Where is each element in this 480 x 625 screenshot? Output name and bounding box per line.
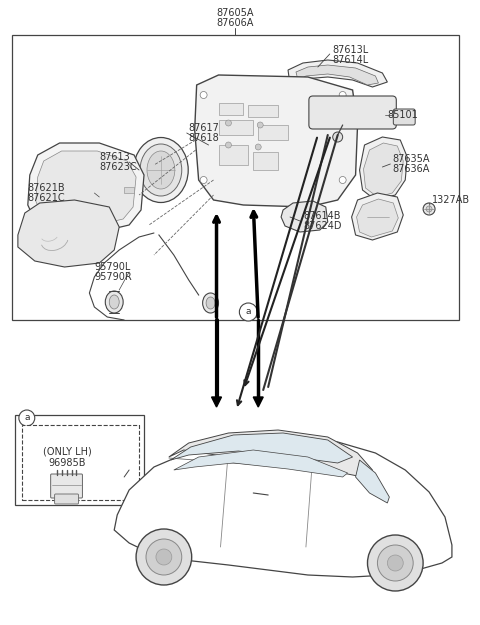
Text: 85101: 85101 [387, 110, 418, 120]
Bar [218, 145, 248, 165]
Bar [218, 120, 253, 135]
FancyBboxPatch shape [55, 494, 78, 504]
Text: 87621C: 87621C [28, 193, 65, 203]
Polygon shape [28, 143, 144, 232]
Polygon shape [114, 437, 452, 577]
Text: 87617: 87617 [189, 123, 219, 133]
Polygon shape [356, 460, 389, 503]
Polygon shape [169, 430, 372, 477]
Circle shape [423, 203, 435, 215]
Text: a: a [24, 414, 30, 422]
Text: 87623C: 87623C [99, 162, 137, 172]
Ellipse shape [140, 144, 182, 196]
Polygon shape [360, 137, 407, 200]
Polygon shape [36, 151, 136, 225]
Text: (ONLY LH): (ONLY LH) [43, 447, 92, 457]
Ellipse shape [206, 297, 215, 309]
Bar [253, 152, 278, 170]
Polygon shape [363, 143, 403, 197]
Circle shape [339, 91, 346, 99]
FancyBboxPatch shape [309, 96, 396, 129]
Circle shape [368, 535, 423, 591]
Text: 1327AB: 1327AB [432, 195, 470, 205]
Text: 87618: 87618 [189, 133, 219, 143]
FancyBboxPatch shape [51, 474, 83, 498]
Polygon shape [212, 397, 221, 407]
Circle shape [19, 410, 35, 426]
Polygon shape [195, 75, 358, 207]
Circle shape [226, 120, 231, 126]
Circle shape [156, 549, 172, 565]
Bar [258, 125, 288, 140]
Circle shape [240, 303, 257, 321]
Polygon shape [171, 433, 353, 463]
Text: 87624D: 87624D [303, 221, 341, 231]
Ellipse shape [203, 293, 218, 313]
Bar [89, 220, 99, 226]
Text: 87606A: 87606A [216, 18, 254, 28]
Ellipse shape [147, 151, 175, 189]
Bar [124, 187, 134, 193]
Text: 87614B: 87614B [303, 211, 340, 221]
Text: 87621B: 87621B [28, 183, 65, 193]
Circle shape [426, 206, 432, 212]
Circle shape [339, 176, 346, 184]
Text: 87614L: 87614L [333, 55, 369, 65]
Text: 95790L: 95790L [95, 262, 131, 272]
Polygon shape [174, 450, 348, 477]
Circle shape [377, 545, 413, 581]
FancyBboxPatch shape [393, 109, 415, 125]
Circle shape [146, 539, 182, 575]
Ellipse shape [133, 138, 188, 202]
Text: 87635A: 87635A [392, 154, 430, 164]
Polygon shape [357, 199, 398, 237]
Text: 87613: 87613 [99, 152, 130, 162]
Text: 87636A: 87636A [392, 164, 430, 174]
Ellipse shape [109, 295, 119, 309]
Polygon shape [18, 200, 119, 267]
Circle shape [333, 132, 343, 142]
Polygon shape [352, 193, 403, 240]
Circle shape [387, 555, 403, 571]
Polygon shape [281, 201, 328, 232]
Text: a: a [246, 308, 251, 316]
Bar [218, 103, 243, 115]
Bar [60, 220, 70, 226]
Circle shape [226, 142, 231, 148]
Bar [248, 105, 278, 117]
Bar [22, 425, 139, 500]
Bar [12, 35, 459, 320]
Polygon shape [296, 65, 378, 85]
Ellipse shape [105, 291, 123, 313]
Bar [15, 415, 144, 505]
Text: 95790R: 95790R [95, 272, 132, 282]
Text: 87605A: 87605A [216, 8, 254, 18]
Circle shape [200, 91, 207, 99]
Circle shape [136, 529, 192, 585]
Circle shape [200, 176, 207, 184]
Polygon shape [288, 60, 387, 87]
Text: 96985B: 96985B [49, 458, 86, 468]
Circle shape [255, 144, 261, 150]
Text: 87613L: 87613L [333, 45, 369, 55]
Bar [117, 475, 132, 486]
Polygon shape [253, 397, 263, 407]
Circle shape [257, 122, 263, 128]
